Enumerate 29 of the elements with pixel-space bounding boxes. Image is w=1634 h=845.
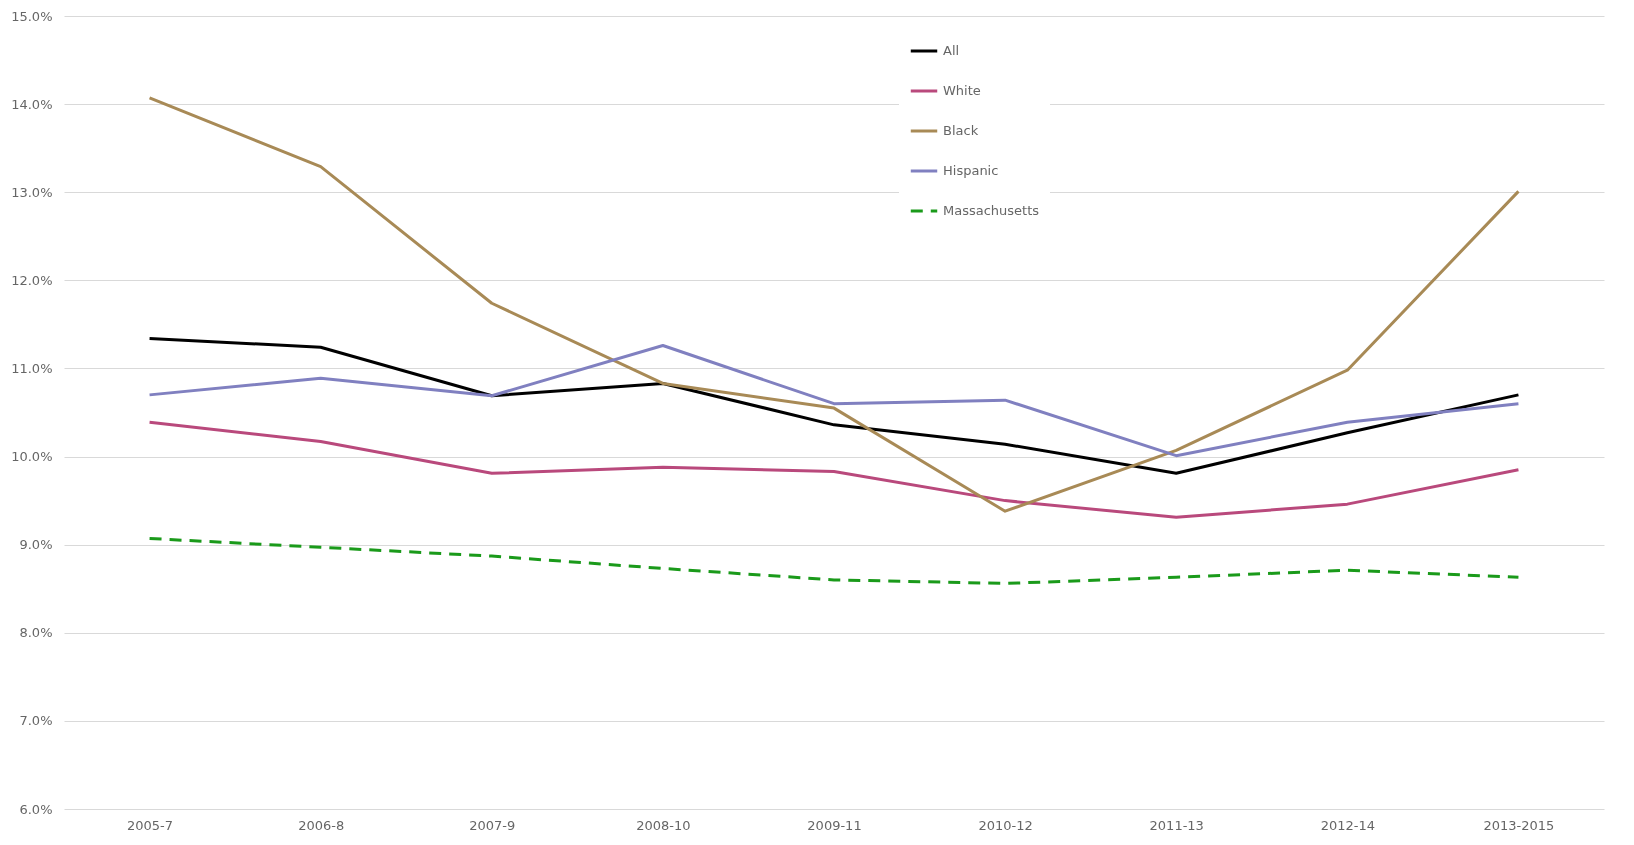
x-tick-label: 2009-11 <box>807 817 862 833</box>
line-series <box>148 336 1520 475</box>
line-series <box>148 420 1520 519</box>
legend-label: Massachusetts <box>943 203 1040 218</box>
x-tick-label: 2013-2015 <box>1483 817 1555 833</box>
y-tick-label: 12.0% <box>11 272 53 288</box>
y-tick-label: 10.0% <box>11 449 53 465</box>
x-tick-label: 2007-9 <box>469 817 516 833</box>
x-tick-label: 2010-12 <box>978 817 1033 833</box>
legend-label: All <box>943 43 960 58</box>
y-tick-label: 13.0% <box>11 184 53 200</box>
line-series <box>148 537 1520 585</box>
y-tick-label: 8.0% <box>19 625 53 641</box>
y-tick-label: 7.0% <box>19 713 53 729</box>
y-tick-label: 14.0% <box>11 96 53 112</box>
y-tick-label: 9.0% <box>19 537 53 553</box>
y-tick-label: 15.0% <box>11 8 53 24</box>
legend-label: Hispanic <box>943 163 999 178</box>
line-series <box>148 344 1520 458</box>
x-tick-label: 2008-10 <box>636 817 691 833</box>
y-tick-label: 11.0% <box>11 360 53 376</box>
line-series <box>148 96 1520 513</box>
y-tick-label: 6.0% <box>19 801 53 817</box>
x-tick-label: 2012-14 <box>1320 817 1375 833</box>
legend-label: Black <box>943 123 979 138</box>
x-tick-label: 2011-13 <box>1149 817 1204 833</box>
x-tick-label: 2005-7 <box>127 817 174 833</box>
x-tick-label: 2006-8 <box>298 817 345 833</box>
legend-label: White <box>943 83 981 98</box>
